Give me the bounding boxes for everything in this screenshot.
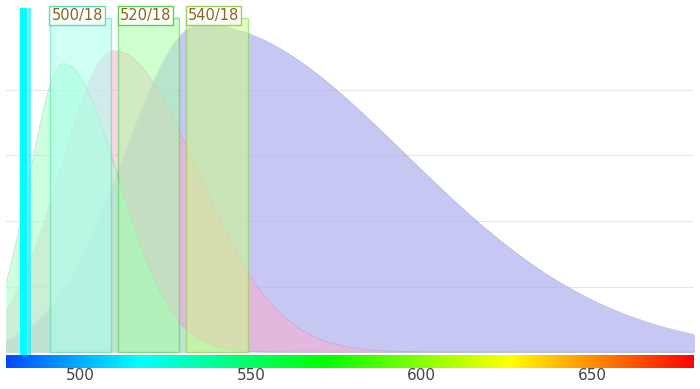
- Text: 520/18: 520/18: [120, 8, 172, 23]
- Bar: [118, 18, 179, 352]
- Text: 500/18: 500/18: [52, 8, 103, 23]
- Bar: [186, 18, 248, 352]
- Text: 540/18: 540/18: [188, 8, 239, 23]
- Bar: [50, 18, 111, 352]
